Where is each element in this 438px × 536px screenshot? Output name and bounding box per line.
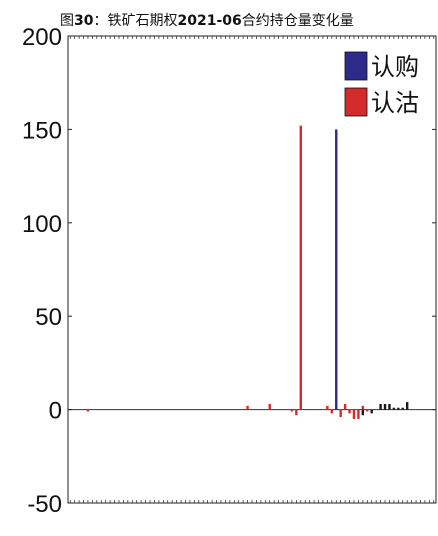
- y-axis: -50 0 50 100 150 200: [22, 24, 436, 518]
- y-tick-label: 100: [22, 211, 62, 238]
- bars: [86, 125, 409, 419]
- bar-put: [299, 125, 302, 410]
- y-tick-label: 200: [22, 24, 62, 51]
- bar-put: [330, 409, 334, 414]
- bar-call: [397, 407, 400, 410]
- bar-put: [339, 409, 342, 418]
- bar-call: [383, 403, 387, 410]
- bar-call: [361, 409, 365, 416]
- bar-put: [343, 403, 347, 410]
- bar-call: [405, 402, 409, 410]
- bar-put: [357, 409, 360, 419]
- legend-swatch: [344, 51, 368, 81]
- bar-put: [268, 403, 271, 410]
- chart-title: 图30：铁矿石期权2021-06合约持仓量变化量: [60, 13, 354, 29]
- bar-put: [295, 409, 298, 416]
- bar-put: [361, 405, 365, 410]
- bar-call: [335, 129, 338, 410]
- y-tick-label: -50: [27, 491, 62, 518]
- bar-put: [326, 405, 329, 410]
- bar-call: [401, 407, 404, 410]
- bar-put: [366, 409, 369, 412]
- bar-call: [392, 407, 396, 410]
- bar-call: [379, 403, 382, 410]
- legend-label: 认购: [371, 53, 419, 81]
- bar-put: [348, 409, 351, 414]
- bar-put: [352, 409, 356, 419]
- legend-swatch: [344, 87, 368, 117]
- bar-call: [370, 409, 373, 414]
- y-tick-label: 0: [49, 398, 62, 425]
- y-tick-label: 50: [35, 304, 62, 331]
- bar-put: [246, 405, 249, 410]
- bar-put: [86, 409, 90, 412]
- bar-call: [388, 403, 391, 410]
- bar-put: [290, 409, 294, 412]
- legend-label: 认沽: [371, 89, 419, 117]
- y-tick-label: 150: [22, 117, 62, 144]
- x-axis: [69, 36, 435, 503]
